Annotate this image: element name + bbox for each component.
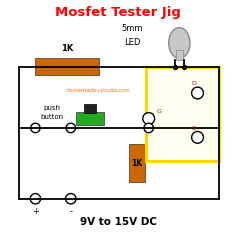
Text: S: S: [192, 126, 195, 131]
Text: 1K: 1K: [61, 44, 73, 53]
Circle shape: [144, 123, 153, 133]
Circle shape: [31, 123, 40, 133]
Circle shape: [192, 132, 203, 143]
Bar: [84, 104, 96, 113]
Text: push: push: [43, 105, 60, 111]
Bar: [176, 50, 183, 59]
Text: -: -: [69, 207, 72, 216]
Ellipse shape: [169, 28, 190, 58]
Text: 9V to 15V DC: 9V to 15V DC: [80, 217, 156, 227]
Bar: [129, 145, 145, 182]
Circle shape: [66, 194, 76, 204]
Text: Mosfet Tester Jig: Mosfet Tester Jig: [55, 6, 181, 19]
Text: LED: LED: [124, 38, 140, 47]
Text: 1K: 1K: [131, 159, 143, 168]
Circle shape: [66, 123, 76, 133]
Bar: [35, 58, 99, 75]
Text: D: D: [192, 82, 197, 87]
Text: +: +: [32, 207, 39, 216]
Text: button: button: [40, 114, 63, 120]
Text: homemade-circuits.com: homemade-circuits.com: [67, 88, 131, 93]
Circle shape: [143, 113, 155, 124]
Text: 5mm: 5mm: [121, 24, 143, 33]
Bar: [146, 67, 219, 161]
Circle shape: [192, 87, 203, 99]
Text: G: G: [156, 109, 161, 114]
Bar: [76, 112, 104, 125]
Circle shape: [30, 194, 41, 204]
